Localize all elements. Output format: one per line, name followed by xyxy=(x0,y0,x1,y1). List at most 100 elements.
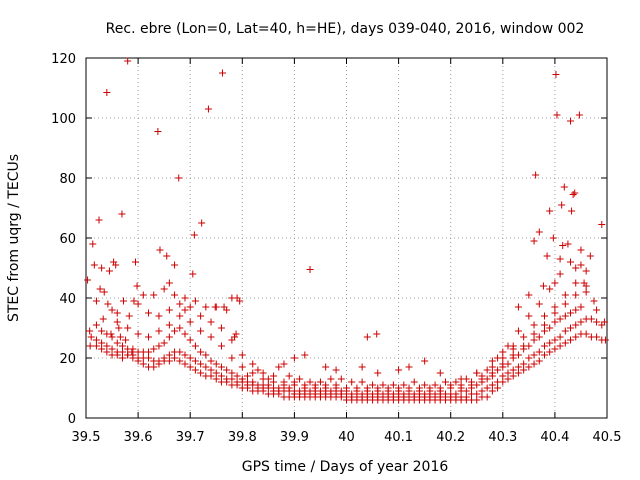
data-point xyxy=(280,360,288,368)
x-tick-label: 40.5 xyxy=(593,430,622,445)
data-point xyxy=(176,312,184,320)
y-tick-label: 100 xyxy=(51,112,76,127)
data-point xyxy=(301,381,309,389)
data-point xyxy=(228,294,236,302)
data-points xyxy=(84,57,609,404)
data-point xyxy=(236,297,244,305)
data-point xyxy=(197,360,205,368)
data-point xyxy=(249,360,257,368)
data-point xyxy=(564,240,572,248)
data-point xyxy=(113,309,121,317)
data-point xyxy=(113,318,121,326)
data-point xyxy=(494,378,502,386)
data-point xyxy=(191,297,199,305)
data-point xyxy=(540,351,548,359)
data-point xyxy=(104,300,112,308)
data-point xyxy=(332,366,340,374)
data-point xyxy=(155,327,163,335)
data-point xyxy=(551,336,559,344)
data-point xyxy=(587,315,595,323)
data-point xyxy=(139,291,147,299)
data-point xyxy=(556,342,564,350)
data-point xyxy=(220,303,228,311)
data-point xyxy=(160,354,168,362)
data-point xyxy=(559,242,567,249)
data-point xyxy=(462,387,470,395)
data-point xyxy=(535,348,543,356)
data-point xyxy=(384,384,392,392)
data-point xyxy=(150,345,158,353)
data-point xyxy=(98,264,106,272)
data-point xyxy=(212,360,220,368)
data-point xyxy=(228,354,236,362)
data-point xyxy=(369,381,377,389)
data-point xyxy=(572,291,580,299)
data-point xyxy=(128,348,136,356)
data-point xyxy=(118,354,126,362)
data-point xyxy=(561,339,569,347)
data-point xyxy=(96,285,104,293)
y-tick-label: 20 xyxy=(59,352,76,367)
data-point xyxy=(233,372,241,380)
data-point xyxy=(353,384,361,392)
data-point xyxy=(306,378,314,386)
data-point xyxy=(337,375,345,383)
data-point xyxy=(509,351,517,359)
data-point xyxy=(238,363,246,371)
data-point xyxy=(580,279,588,287)
data-point xyxy=(176,357,184,365)
data-point xyxy=(358,363,366,371)
data-point xyxy=(212,375,220,383)
data-point xyxy=(540,342,548,350)
data-point xyxy=(551,345,559,353)
data-point xyxy=(551,318,559,326)
data-point xyxy=(483,393,491,401)
data-point xyxy=(139,360,147,368)
chart-title: Rec. ebre (Lon=0, Lat=40, h=HE), days 03… xyxy=(106,21,585,37)
x-tick-label: 40.4 xyxy=(540,430,569,445)
data-point xyxy=(590,297,598,305)
data-point xyxy=(514,327,522,335)
data-point xyxy=(176,348,184,356)
data-point xyxy=(436,384,444,392)
data-point xyxy=(457,375,465,383)
data-point xyxy=(238,375,246,383)
data-point xyxy=(571,189,579,197)
data-point xyxy=(181,306,189,314)
data-point xyxy=(191,357,199,365)
data-point xyxy=(165,357,173,365)
data-point xyxy=(86,342,94,350)
data-point xyxy=(197,348,205,356)
y-axis-ticks: 0 20 40 60 80 100 120 xyxy=(51,52,607,427)
data-point xyxy=(410,378,418,386)
data-point xyxy=(202,303,210,311)
data-point xyxy=(99,315,107,323)
data-point xyxy=(285,372,293,380)
data-point xyxy=(520,360,528,368)
data-point xyxy=(145,348,153,356)
data-point xyxy=(452,390,460,398)
data-point xyxy=(569,191,577,198)
data-point xyxy=(198,219,206,227)
data-point xyxy=(316,378,324,386)
data-point xyxy=(129,345,137,353)
data-point xyxy=(228,375,236,383)
data-point xyxy=(145,354,153,362)
data-point xyxy=(379,381,387,389)
data-point xyxy=(264,375,272,383)
data-point xyxy=(290,378,298,386)
data-point xyxy=(223,366,231,374)
data-point xyxy=(150,291,158,299)
data-point xyxy=(535,333,543,341)
data-point xyxy=(556,270,564,278)
data-point xyxy=(171,261,179,269)
data-point xyxy=(163,252,171,260)
data-point xyxy=(540,312,548,320)
data-point xyxy=(156,246,164,254)
data-point xyxy=(207,357,215,365)
data-point xyxy=(171,354,179,362)
data-point xyxy=(530,336,538,344)
data-point xyxy=(441,378,449,386)
data-point xyxy=(546,348,554,356)
